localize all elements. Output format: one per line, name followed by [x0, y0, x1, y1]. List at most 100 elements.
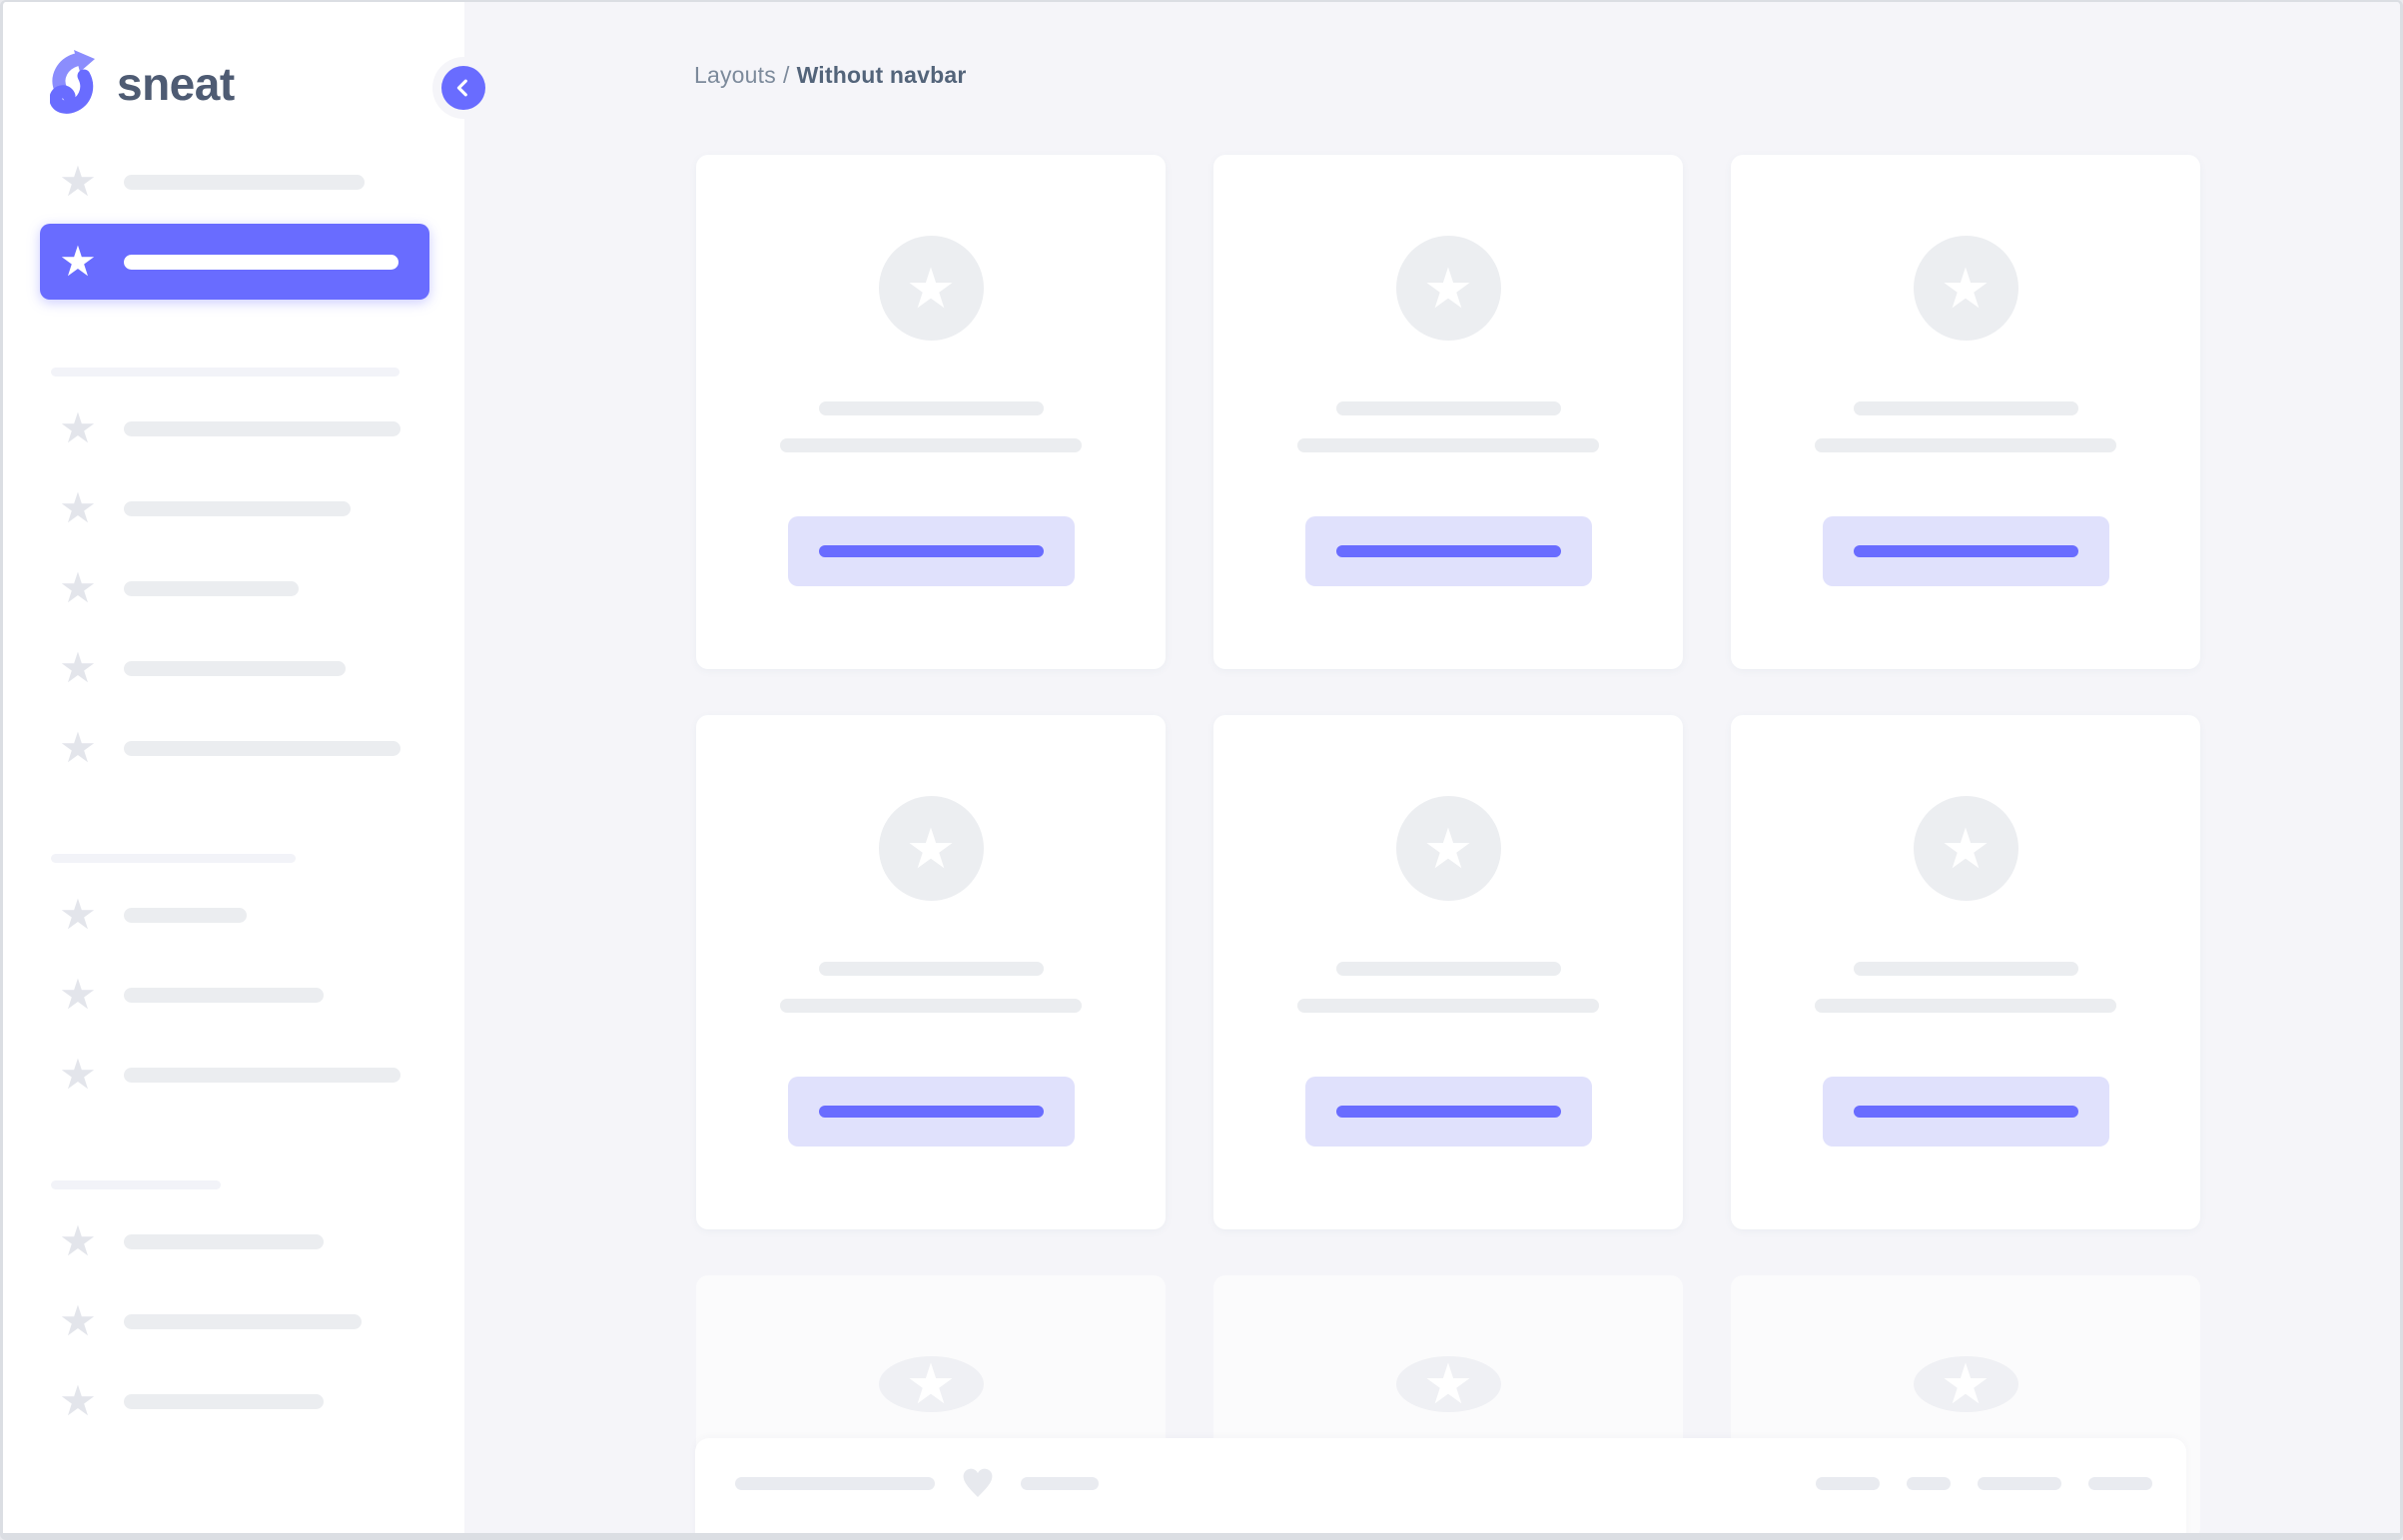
skeleton-text-bar	[1815, 438, 2116, 452]
card-avatar: ★	[878, 796, 984, 901]
footer-text-bar	[2088, 1476, 2152, 1490]
star-icon: ★	[59, 891, 97, 938]
sidebar-item[interactable]: ★	[40, 1283, 429, 1359]
footer-text-bar	[1816, 1476, 1880, 1490]
footer-right-group	[1816, 1476, 2152, 1490]
button-label-bar	[1335, 545, 1561, 557]
breadcrumb-section[interactable]: Layouts	[694, 62, 776, 88]
sidebar-item[interactable]: ★	[40, 957, 429, 1033]
card-avatar: ★	[1395, 796, 1501, 901]
star-icon: ★	[905, 256, 957, 320]
skeleton-text-bar	[818, 962, 1044, 976]
sidebar-item[interactable]: ★	[40, 877, 429, 953]
star-icon: ★	[1940, 816, 1992, 880]
placeholder-card: ★	[1731, 715, 2200, 1229]
card-avatar: ★	[878, 236, 984, 341]
skeleton-text-bar	[124, 1313, 362, 1329]
heart-icon	[959, 1465, 997, 1501]
star-icon: ★	[1940, 1352, 1992, 1415]
menu-section-divider	[51, 854, 296, 863]
star-icon: ★	[59, 158, 97, 205]
skeleton-text-bar	[1297, 999, 1599, 1013]
star-icon: ★	[59, 404, 97, 451]
sidebar-item[interactable]: ★	[40, 1203, 429, 1279]
footer	[695, 1438, 2186, 1533]
placeholder-card: ★	[1731, 155, 2200, 669]
card-action-button[interactable]	[1304, 516, 1592, 586]
footer-text-bar	[1907, 1476, 1951, 1490]
card-action-button[interactable]	[1822, 1077, 2109, 1147]
placeholder-card: ★	[1213, 715, 1683, 1229]
button-label-bar	[1335, 1106, 1561, 1118]
skeleton-text-bar	[124, 987, 324, 1003]
main-content: Layouts / Without navbar ★ ★ ★ ★ ★ ★ ★ ★ ★	[464, 2, 2400, 1533]
skeleton-text-bar	[1335, 401, 1561, 415]
card-action-button[interactable]	[787, 1077, 1075, 1147]
skeleton-text-bar	[1853, 962, 2078, 976]
star-icon: ★	[1422, 816, 1474, 880]
star-icon: ★	[905, 816, 957, 880]
button-label-bar	[818, 545, 1044, 557]
footer-text-bar	[735, 1476, 935, 1490]
sidebar-item[interactable]: ★	[40, 630, 429, 706]
skeleton-text-bar	[780, 999, 1082, 1013]
menu-section-divider	[51, 368, 400, 377]
sidebar-item[interactable]: ★	[40, 550, 429, 626]
skeleton-text-bar	[1815, 999, 2116, 1013]
skeleton-text-bar	[124, 420, 400, 436]
brand-logo[interactable]: sneat	[50, 50, 235, 117]
breadcrumb-page: Without navbar	[796, 62, 967, 88]
brand-logo-icon	[50, 50, 96, 117]
skeleton-text-bar	[124, 1393, 324, 1409]
sidebar-menu: ★ ★ ★ ★ ★ ★ ★ ★ ★ ★ ★ ★ ★	[3, 144, 464, 1439]
skeleton-text-bar	[124, 254, 399, 270]
sidebar-header: sneat	[3, 2, 485, 144]
button-label-bar	[818, 1106, 1044, 1118]
star-icon: ★	[59, 1051, 97, 1098]
skeleton-text-bar	[818, 401, 1044, 415]
sidebar-item[interactable]: ★	[40, 1363, 429, 1439]
star-icon: ★	[905, 1352, 957, 1415]
card-avatar: ★	[878, 1352, 984, 1415]
sidebar-item[interactable]: ★	[40, 390, 429, 466]
breadcrumb: Layouts / Without navbar	[694, 62, 967, 89]
star-icon: ★	[59, 1297, 97, 1344]
skeleton-text-bar	[780, 438, 1082, 452]
skeleton-text-bar	[124, 580, 299, 596]
sidebar-item-active[interactable]: ★	[40, 224, 429, 300]
sidebar-collapse-button[interactable]	[441, 66, 485, 110]
placeholder-card: ★	[696, 155, 1166, 669]
footer-text-bar	[1978, 1476, 2061, 1490]
skeleton-text-bar	[124, 1233, 324, 1249]
skeleton-text-bar	[124, 907, 247, 923]
menu-section-divider	[51, 1180, 221, 1189]
footer-left-group	[735, 1465, 1099, 1501]
sidebar-item[interactable]: ★	[40, 1037, 429, 1113]
star-icon: ★	[59, 564, 97, 611]
star-icon: ★	[59, 1217, 97, 1264]
sidebar-item[interactable]: ★	[40, 144, 429, 220]
star-icon: ★	[59, 484, 97, 531]
star-icon: ★	[59, 971, 97, 1018]
sidebar-item[interactable]: ★	[40, 710, 429, 786]
sidebar-item[interactable]: ★	[40, 470, 429, 546]
card-avatar: ★	[1395, 236, 1501, 341]
card-avatar: ★	[1913, 1352, 2018, 1415]
footer-text-bar	[1021, 1476, 1099, 1490]
button-label-bar	[1853, 1106, 2078, 1118]
skeleton-text-bar	[1853, 401, 2078, 415]
skeleton-text-bar	[124, 1067, 400, 1083]
card-avatar: ★	[1913, 796, 2018, 901]
chevron-left-icon	[452, 77, 474, 99]
skeleton-text-bar	[1335, 962, 1561, 976]
star-icon: ★	[59, 724, 97, 771]
skeleton-text-bar	[124, 660, 346, 676]
star-icon: ★	[59, 238, 97, 285]
card-grid: ★ ★ ★ ★ ★ ★ ★ ★ ★	[696, 155, 2200, 1533]
card-action-button[interactable]	[1822, 516, 2109, 586]
card-action-button[interactable]	[787, 516, 1075, 586]
card-avatar: ★	[1395, 1356, 1501, 1412]
star-icon: ★	[1940, 256, 1992, 320]
card-action-button[interactable]	[1304, 1077, 1592, 1147]
